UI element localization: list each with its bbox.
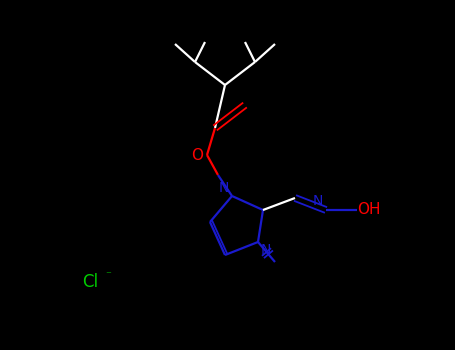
Text: ⁻: ⁻ bbox=[105, 270, 111, 280]
Text: Cl: Cl bbox=[82, 273, 98, 291]
Text: N: N bbox=[313, 194, 323, 208]
Text: OH: OH bbox=[357, 203, 381, 217]
Text: N: N bbox=[261, 243, 271, 257]
Text: O: O bbox=[191, 147, 203, 162]
Text: N: N bbox=[219, 181, 229, 195]
